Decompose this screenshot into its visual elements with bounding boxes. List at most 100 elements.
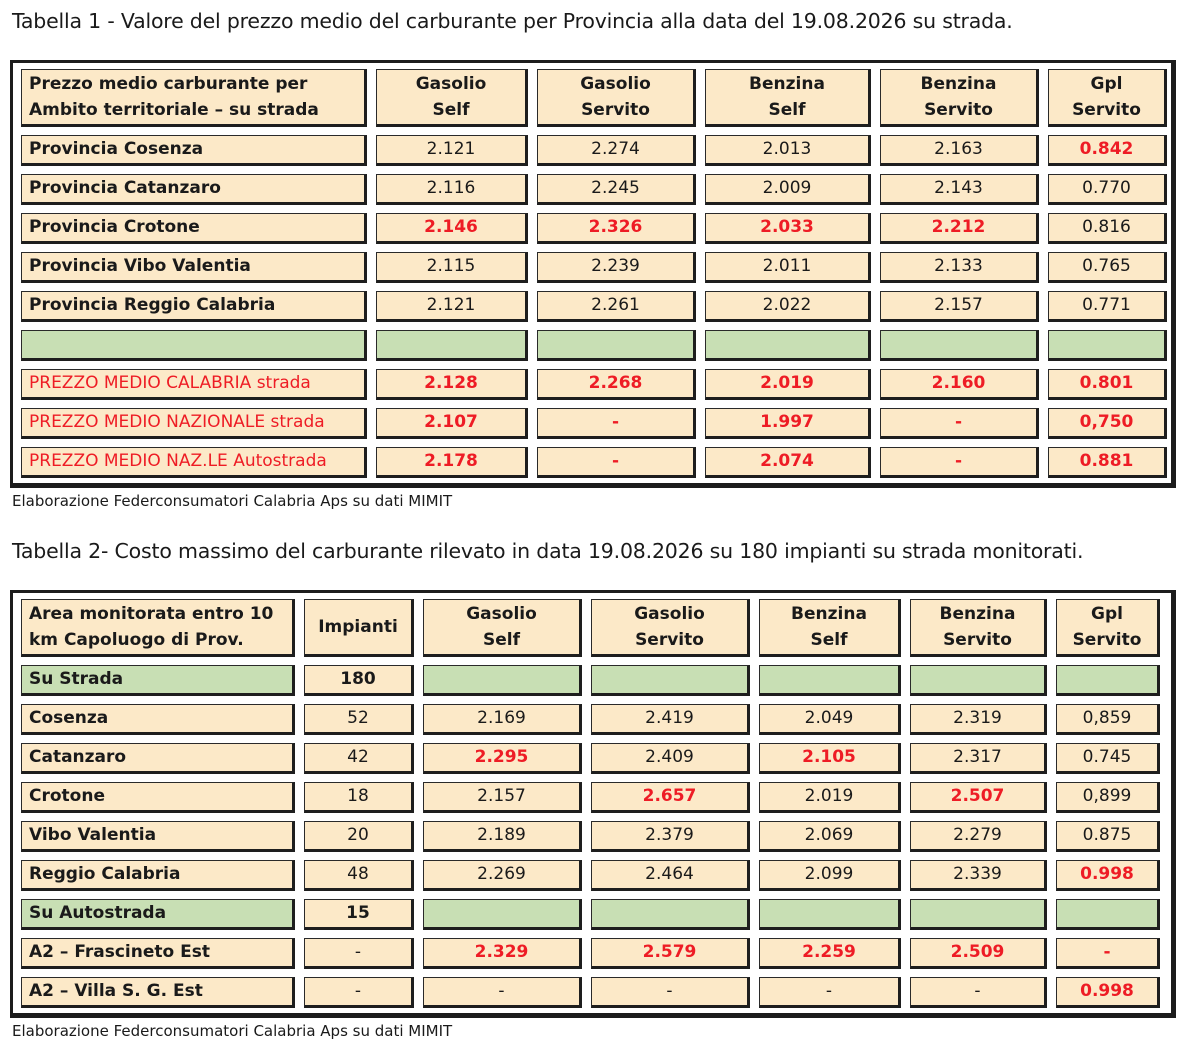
table1-frame: Prezzo medio carburante per Ambito territ… (10, 60, 1176, 488)
price-cell: 2.133 (880, 252, 1039, 283)
price-cell: 2.329 (423, 938, 582, 969)
price-cell: 2.212 (880, 213, 1039, 244)
price-cell: 2.507 (910, 782, 1047, 813)
price-cell: 0.770 (1048, 174, 1167, 205)
table-row: Provincia Vibo Valentia 2.115 2.239 2.011 2.… (21, 252, 1167, 283)
price-cell: 2.011 (705, 252, 871, 283)
impianti-cell: 20 (304, 821, 414, 852)
price-cell: 0,899 (1056, 782, 1160, 813)
price-cell: 1.997 (705, 408, 871, 439)
price-cell: - (537, 408, 696, 439)
table-row: Su Strada 180 (21, 665, 1160, 696)
price-cell: 0.745 (1056, 743, 1160, 774)
column-header: Benzina Servito (910, 599, 1047, 657)
table-row (21, 330, 1167, 361)
table-row: PREZZO MEDIO NAZIONALE strada 2.107-1.997… (21, 408, 1167, 439)
price-cell: 0.771 (1048, 291, 1167, 322)
price-cell: 2.009 (705, 174, 871, 205)
column-header: Gasolio Servito (537, 69, 696, 127)
impianti-cell: 18 (304, 782, 414, 813)
table1-source-note: Elaborazione Federconsumatori Calabria A… (12, 492, 453, 510)
price-cell: 2.013 (705, 135, 871, 166)
price-cell: 0.801 (1048, 369, 1167, 400)
price-cell: - (759, 977, 901, 1008)
price-cell: 2.245 (537, 174, 696, 205)
row-label: Reggio Calabria (21, 860, 295, 891)
price-cell (423, 665, 582, 696)
column-header: Gasolio Self (376, 69, 528, 127)
price-cell (423, 899, 582, 930)
row-label: PREZZO MEDIO NAZ.LE Autostrada (21, 447, 367, 478)
column-header: Benzina Servito (880, 69, 1039, 127)
header-row: Area monitorata entro 10 km Capoluogo di … (21, 599, 1160, 657)
price-cell (537, 330, 696, 361)
price-cell: 2.295 (423, 743, 582, 774)
row-label: Provincia Crotone (21, 213, 367, 244)
column-header: Area monitorata entro 10 km Capoluogo di … (21, 599, 295, 657)
table-row: Su Autostrada 15 (21, 899, 1160, 930)
table1-title: Tabella 1 - Valore del prezzo medio del … (12, 9, 1013, 33)
price-cell: 0.881 (1048, 447, 1167, 478)
price-cell (376, 330, 528, 361)
row-label: Provincia Vibo Valentia (21, 252, 367, 283)
price-cell (910, 899, 1047, 930)
price-cell: - (423, 977, 582, 1008)
table2-frame: Area monitorata entro 10 km Capoluogo di … (10, 590, 1176, 1018)
price-cell: 2.115 (376, 252, 528, 283)
price-cell: 2.509 (910, 938, 1047, 969)
price-cell: 2.049 (759, 704, 901, 735)
price-cell: 0,859 (1056, 704, 1160, 735)
row-label: Provincia Reggio Calabria (21, 291, 367, 322)
price-cell: - (591, 977, 750, 1008)
price-cell: 2.157 (423, 782, 582, 813)
impianti-cell: 15 (304, 899, 414, 930)
impianti-cell: 42 (304, 743, 414, 774)
column-header: Impianti (304, 599, 414, 657)
price-cell (759, 665, 901, 696)
table-row: PREZZO MEDIO NAZ.LE Autostrada 2.178-2.07… (21, 447, 1167, 478)
price-cell: 2.657 (591, 782, 750, 813)
price-cell: 2.189 (423, 821, 582, 852)
row-label: PREZZO MEDIO NAZIONALE strada (21, 408, 367, 439)
price-cell: 0,750 (1048, 408, 1167, 439)
price-cell: 2.339 (910, 860, 1047, 891)
row-label: Vibo Valentia (21, 821, 295, 852)
price-cell: 2.326 (537, 213, 696, 244)
price-cell (705, 330, 871, 361)
price-cell: 2.169 (423, 704, 582, 735)
row-label: Su Autostrada (21, 899, 295, 930)
price-cell: - (910, 977, 1047, 1008)
table-row: Provincia Catanzaro 2.116 2.245 2.009 2.143 0… (21, 174, 1167, 205)
price-cell: 2.239 (537, 252, 696, 283)
price-cell: 2.379 (591, 821, 750, 852)
impianti-cell: 52 (304, 704, 414, 735)
row-label: Provincia Catanzaro (21, 174, 367, 205)
table2-title: Tabella 2- Costo massimo del carburante … (12, 539, 1084, 563)
table2-fuel-max-prices: Area monitorata entro 10 km Capoluogo di … (12, 591, 1169, 1016)
table-row: PREZZO MEDIO CALABRIA strada 2.128 2.268 2.… (21, 369, 1167, 400)
row-label: PREZZO MEDIO CALABRIA strada (21, 369, 367, 400)
row-label: Su Strada (21, 665, 295, 696)
price-cell: 2.178 (376, 447, 528, 478)
table-row: Provincia Reggio Calabria 2.121 2.261 2.022… (21, 291, 1167, 322)
price-cell: 2.579 (591, 938, 750, 969)
price-cell (591, 899, 750, 930)
price-cell: 2.160 (880, 369, 1039, 400)
column-header: Gasolio Servito (591, 599, 750, 657)
column-header: Gpl Servito (1056, 599, 1160, 657)
price-cell (1056, 665, 1160, 696)
price-cell: - (880, 408, 1039, 439)
price-cell: 2.019 (705, 369, 871, 400)
price-cell: 2.464 (591, 860, 750, 891)
price-cell: - (1056, 938, 1160, 969)
impianti-cell: 180 (304, 665, 414, 696)
price-cell: 2.274 (537, 135, 696, 166)
impianti-cell: 48 (304, 860, 414, 891)
price-cell: 2.019 (759, 782, 901, 813)
price-cell: 2.157 (880, 291, 1039, 322)
column-header: Benzina Self (759, 599, 901, 657)
price-cell: 2.099 (759, 860, 901, 891)
price-cell: 0.875 (1056, 821, 1160, 852)
price-cell: 2.261 (537, 291, 696, 322)
price-cell: 0.765 (1048, 252, 1167, 283)
